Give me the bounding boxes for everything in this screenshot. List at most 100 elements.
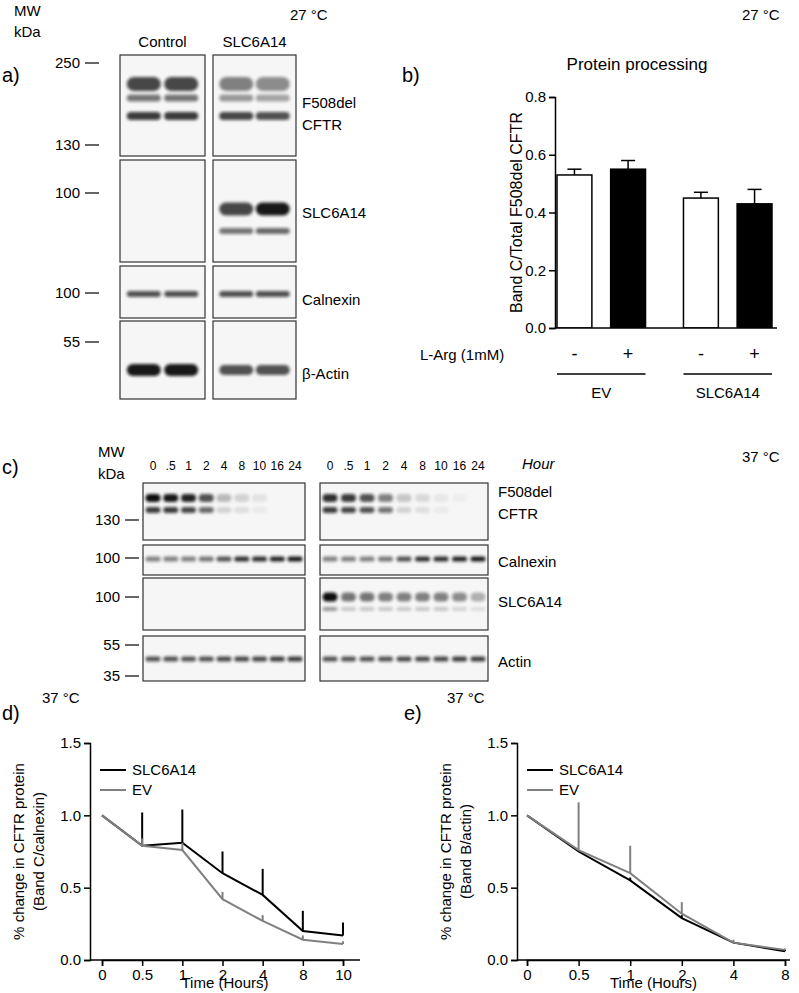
tick-label: 0.0	[60, 951, 81, 968]
time-label: Hour	[522, 455, 556, 472]
blot-band	[323, 657, 338, 662]
tick-mark	[511, 743, 517, 745]
error-bar	[578, 802, 580, 850]
title: Protein processing	[567, 55, 708, 74]
blot-band	[163, 507, 178, 513]
error-bar	[342, 922, 344, 935]
blot-band	[452, 557, 467, 562]
blot-band	[341, 607, 356, 611]
blot-band	[164, 364, 198, 376]
mw-marker: 130	[95, 511, 120, 528]
mw-tick	[85, 292, 99, 293]
error-bar	[694, 192, 708, 198]
blot-band	[256, 228, 290, 234]
mw-tick	[85, 62, 99, 63]
panel-c: c)37 °CMWkDaHour0.512481016240.512481016…	[2, 443, 780, 684]
blot-band	[219, 77, 253, 91]
time-point: 10	[434, 459, 448, 473]
tick: 1.5	[60, 734, 90, 751]
error-bar	[784, 948, 786, 949]
blot-band	[288, 657, 303, 662]
band-label: CFTR	[302, 116, 342, 133]
mw-title: kDa	[98, 465, 125, 482]
blot-band	[127, 364, 161, 376]
blot-frame	[143, 545, 305, 575]
blot-band	[217, 507, 232, 513]
group-line	[557, 373, 646, 375]
blot-band	[415, 494, 430, 502]
tick: 0.4	[525, 204, 555, 221]
bar	[611, 169, 646, 328]
tick: 0	[98, 960, 106, 983]
blot-band	[434, 657, 449, 662]
lines	[527, 802, 785, 951]
y-axis-title: % change in CFTR protein	[10, 763, 27, 940]
temperature: 37 °C	[742, 448, 780, 465]
series-label: +	[749, 344, 760, 364]
tick: 0.8	[525, 88, 555, 105]
category-label: SLC6A14	[696, 384, 760, 401]
blot-band	[397, 593, 412, 602]
blot-band	[397, 494, 412, 502]
blot-band	[360, 657, 375, 662]
y-axis-title: (Band C/calnexin)	[30, 792, 47, 911]
blot-band	[217, 557, 232, 562]
tick: 0.5	[569, 960, 590, 983]
time-point: .5	[343, 459, 353, 473]
x-axis: 00.5124810	[98, 960, 352, 983]
tick-label: 8	[781, 966, 789, 983]
time-point: 1	[185, 459, 192, 473]
time-point: 1	[364, 459, 371, 473]
band-label: Calnexin	[498, 553, 556, 570]
legend-swatch	[527, 789, 553, 791]
blot-band	[434, 494, 449, 502]
blot-band	[199, 657, 214, 662]
error-bar	[748, 189, 762, 203]
blot-band	[378, 494, 393, 502]
blot-band	[164, 95, 198, 102]
line	[102, 815, 343, 944]
error-line	[754, 189, 756, 203]
tick-mark	[549, 155, 555, 157]
tick: 1.0	[60, 807, 90, 824]
legend-swatch	[527, 769, 553, 771]
blot-band	[219, 112, 253, 120]
error-bar	[181, 843, 183, 850]
blot-frame	[320, 636, 488, 681]
error-line	[627, 161, 629, 170]
blot-band	[434, 593, 449, 602]
blot-frame	[120, 55, 205, 156]
axis-line	[511, 744, 518, 961]
time-point: 0	[327, 459, 334, 473]
blot-band	[181, 657, 196, 662]
tick-label: 0.8	[525, 88, 546, 105]
mw-title: MW	[14, 2, 41, 19]
blot-band	[127, 112, 161, 120]
panel-a: a)27 °CMWkDaControlSLC6A14250130F508delC…	[2, 2, 366, 399]
blot-band	[452, 607, 467, 611]
blot-band	[256, 203, 290, 216]
blot-band	[164, 291, 198, 297]
blot-band	[288, 557, 303, 562]
band-label: F508del	[302, 94, 356, 111]
error-bar	[302, 911, 304, 931]
blot-frame	[320, 545, 488, 575]
blot-band	[219, 228, 253, 234]
series-label: -	[698, 344, 704, 364]
blot-band	[252, 507, 267, 513]
tick: 1	[627, 960, 635, 983]
blot-band	[452, 494, 467, 502]
tick-label: 1.5	[487, 734, 508, 751]
tick: 0.0	[525, 319, 555, 336]
mw-tick	[125, 596, 139, 597]
blot-band	[199, 557, 214, 562]
blot-band	[256, 95, 290, 102]
time-point: 8	[238, 459, 245, 473]
band-label: Actin	[498, 653, 531, 670]
tick-label: 1.5	[60, 734, 81, 751]
time-point: .5	[166, 459, 176, 473]
tick: 0.0	[60, 951, 90, 968]
lines	[102, 810, 343, 945]
bars	[557, 161, 772, 328]
time-point: 4	[401, 459, 408, 473]
